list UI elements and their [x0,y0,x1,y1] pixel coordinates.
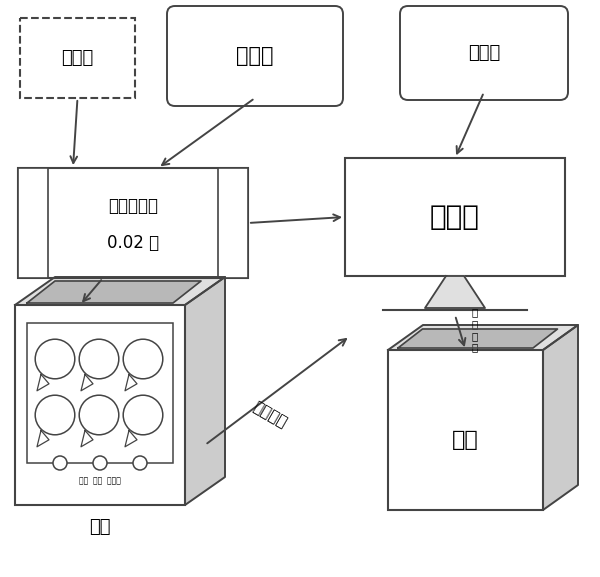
Circle shape [123,339,163,379]
Text: 打印机: 打印机 [468,44,500,62]
Text: 人工读数: 人工读数 [250,399,290,430]
Circle shape [93,456,107,470]
FancyBboxPatch shape [218,168,248,278]
FancyBboxPatch shape [18,168,48,278]
Text: 腔体: 腔体 [89,518,111,536]
Polygon shape [37,430,49,447]
Polygon shape [125,374,137,391]
FancyBboxPatch shape [400,6,568,100]
FancyBboxPatch shape [345,158,565,276]
Circle shape [53,456,67,470]
Text: 空压机: 空压机 [236,46,274,66]
Text: 0.02 级: 0.02 级 [107,234,159,252]
Polygon shape [15,277,225,305]
FancyBboxPatch shape [15,305,185,505]
Circle shape [123,395,163,435]
Text: 真空泵: 真空泵 [61,49,94,67]
Polygon shape [81,374,93,391]
Polygon shape [398,329,557,348]
Text: 温箱: 温箱 [452,430,479,450]
FancyBboxPatch shape [167,6,343,106]
Polygon shape [27,281,201,303]
Polygon shape [185,277,225,505]
Polygon shape [388,325,578,350]
Circle shape [79,395,119,435]
FancyBboxPatch shape [20,18,135,98]
FancyBboxPatch shape [27,323,173,463]
Polygon shape [425,276,485,308]
Text: 压力校验仪: 压力校验仪 [108,197,158,215]
Circle shape [133,456,147,470]
Polygon shape [125,430,137,447]
FancyBboxPatch shape [388,350,543,510]
Circle shape [35,339,75,379]
Text: 启动  照明  排气阀: 启动 照明 排气阀 [79,477,121,485]
Polygon shape [37,374,49,391]
Circle shape [79,339,119,379]
Circle shape [35,395,75,435]
Polygon shape [81,430,93,447]
Text: 计算机: 计算机 [430,203,480,231]
Polygon shape [543,325,578,510]
Text: 人
工
读
数: 人 工 读 数 [472,308,478,353]
FancyBboxPatch shape [18,168,248,278]
